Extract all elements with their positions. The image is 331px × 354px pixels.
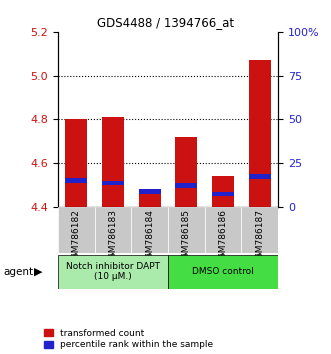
- Bar: [139, 194, 161, 207]
- Bar: [175, 183, 197, 188]
- FancyBboxPatch shape: [95, 207, 131, 253]
- FancyBboxPatch shape: [58, 207, 95, 253]
- Text: GSM786185: GSM786185: [182, 210, 191, 264]
- Bar: [212, 192, 234, 196]
- FancyBboxPatch shape: [58, 255, 168, 289]
- Bar: [102, 181, 124, 185]
- Legend: transformed count, percentile rank within the sample: transformed count, percentile rank withi…: [44, 329, 213, 349]
- FancyBboxPatch shape: [131, 207, 168, 253]
- FancyBboxPatch shape: [168, 207, 205, 253]
- Bar: [212, 176, 234, 207]
- Text: GSM786182: GSM786182: [72, 210, 81, 264]
- Bar: [139, 189, 161, 194]
- Text: DMSO control: DMSO control: [192, 267, 254, 276]
- Text: GDS4488 / 1394766_at: GDS4488 / 1394766_at: [97, 16, 234, 29]
- Text: agent: agent: [3, 267, 33, 277]
- Bar: [65, 178, 87, 183]
- Bar: [175, 137, 197, 207]
- Text: ▶: ▶: [34, 267, 42, 277]
- Bar: [249, 174, 271, 179]
- FancyBboxPatch shape: [168, 255, 278, 289]
- FancyBboxPatch shape: [241, 207, 278, 253]
- Text: GSM786184: GSM786184: [145, 210, 154, 264]
- Text: Notch inhibitor DAPT
(10 μM.): Notch inhibitor DAPT (10 μM.): [66, 262, 160, 281]
- Text: GSM786183: GSM786183: [109, 210, 118, 264]
- Text: GSM786187: GSM786187: [255, 210, 264, 264]
- FancyBboxPatch shape: [205, 207, 241, 253]
- Bar: [249, 60, 271, 207]
- Text: GSM786186: GSM786186: [218, 210, 227, 264]
- Bar: [65, 120, 87, 207]
- Bar: [102, 117, 124, 207]
